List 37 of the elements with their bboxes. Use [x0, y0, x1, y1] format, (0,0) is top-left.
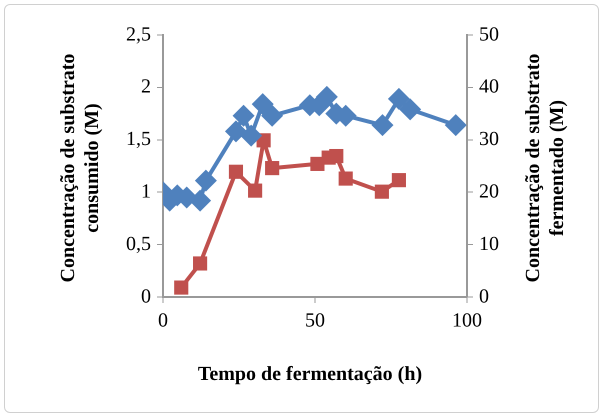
y2-tick-label: 0 — [479, 285, 489, 308]
point — [224, 120, 247, 142]
point — [194, 170, 217, 192]
y-tick-label: 1,5 — [126, 128, 151, 150]
x-tick-label: 100 — [452, 309, 482, 332]
y2-axis-title: Concentração de substrato fermentado (M) — [521, 52, 569, 284]
y2-tick-label: 30 — [479, 128, 499, 150]
x-tick-label: 50 — [305, 309, 325, 332]
y-axis-title: Concentração de substrato consumido (M) — [56, 52, 104, 284]
point — [388, 88, 410, 110]
y2-tick-label: 20 — [479, 180, 499, 202]
point — [329, 148, 344, 164]
point — [444, 114, 467, 136]
point — [374, 184, 389, 199]
point — [392, 173, 406, 188]
y2-tick-label: 10 — [479, 232, 499, 255]
y-tick-label: 0,5 — [126, 232, 151, 255]
point — [193, 256, 208, 271]
x-axis-title: Tempo de fermentação (h) — [196, 362, 424, 386]
point — [371, 114, 394, 136]
point — [174, 280, 188, 295]
y-tick-label: 2 — [141, 76, 151, 98]
point — [252, 93, 274, 116]
point — [240, 124, 262, 147]
y-tick-label: 1 — [141, 180, 151, 202]
y2-tick-label: 50 — [479, 23, 499, 46]
point — [399, 98, 422, 120]
point — [248, 184, 262, 198]
y2-tick-label: 40 — [479, 76, 499, 98]
point — [338, 172, 353, 186]
x-tick-label: 0 — [158, 309, 168, 332]
y-tick-label: 0 — [141, 285, 151, 308]
point — [261, 104, 284, 127]
point — [265, 161, 280, 176]
point — [232, 104, 255, 127]
point — [228, 164, 244, 179]
y-tick-label: 2,5 — [126, 23, 151, 46]
